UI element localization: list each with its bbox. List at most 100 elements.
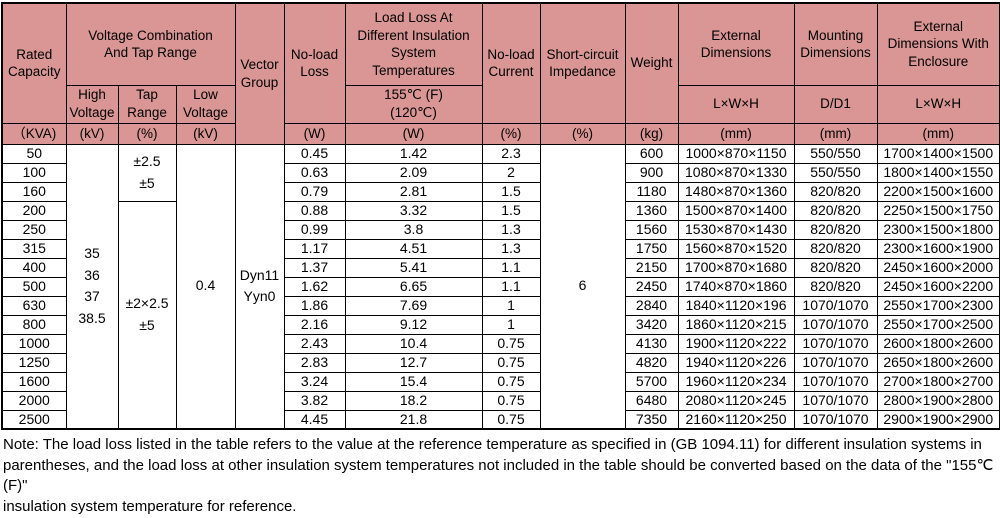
cell-weight: 2150 <box>624 257 679 278</box>
unit-external-dimensions-mm: (mm) <box>677 122 795 145</box>
cell-no-load-loss: 1.17 <box>283 238 346 259</box>
cell-no-load-current: 1 <box>481 314 541 335</box>
cell-rated-capacity: 1000 <box>1 333 67 354</box>
cell-no-load-current: 0.75 <box>481 409 541 430</box>
cell-no-load-loss: 0.99 <box>283 219 346 240</box>
cell-load-loss: 15.4 <box>344 371 483 392</box>
cell-rated-capacity: 400 <box>1 257 67 278</box>
cell-mounting-dimensions: 820/820 <box>793 200 878 221</box>
header-external-dimensions: External Dimensions <box>677 2 795 86</box>
cell-external-dimensions: 1840×1120×196 <box>677 295 795 316</box>
cell-external-dimensions: 1560×870×1520 <box>677 238 795 259</box>
cell-load-loss: 5.41 <box>344 257 483 278</box>
cell-mounting-dimensions: 820/820 <box>793 257 878 278</box>
header-vector-group: Vector Group <box>234 2 285 145</box>
cell-weight: 6480 <box>624 390 679 411</box>
cell-no-load-loss: 1.86 <box>283 295 346 316</box>
cell-no-load-loss: 3.82 <box>283 390 346 411</box>
cell-weight: 1180 <box>624 181 679 202</box>
header-no-load-loss: No-load Loss <box>283 2 346 124</box>
cell-mounting-dimensions: 820/820 <box>793 238 878 259</box>
cell-external-dimensions-with-enclosure: 2200×1500×1600 <box>876 181 1000 202</box>
cell-no-load-current: 1.3 <box>481 238 541 259</box>
unit-short-circuit-pct: (%) <box>539 122 626 145</box>
header-short-circuit-impedance: Short-circuit Impedance <box>539 2 626 124</box>
cell-no-load-loss: 1.37 <box>283 257 346 278</box>
table-row: 800 2.16 9.12 1 3420 1860×1120×215 1070/1070 25… <box>1 314 1000 335</box>
cell-external-dimensions: 1530×870×1430 <box>677 219 795 240</box>
cell-load-loss: 9.12 <box>344 314 483 335</box>
cell-vector-group: Dyn11 Yyn0 <box>234 143 285 430</box>
cell-weight: 1560 <box>624 219 679 240</box>
cell-load-loss: 3.32 <box>344 200 483 221</box>
table-row: 200 ±2×2.5 ±5 0.88 3.32 1.5 1360 1500×870×1400… <box>1 200 1000 430</box>
table-row: 1250 2.83 12.7 0.75 4820 1940×1120×226 1070/10… <box>1 352 1000 373</box>
cell-rated-capacity: 160 <box>1 181 67 202</box>
cell-external-dimensions-with-enclosure: 2700×1800×2700 <box>876 371 1000 392</box>
cell-no-load-loss: 2.83 <box>283 352 346 373</box>
header-voltage-combination: Voltage Combination And Tap Range <box>65 2 236 86</box>
table-row: 1000 2.43 10.4 0.75 4130 1900×1120×222 1070/10… <box>1 333 1000 354</box>
table-row: 400 1.37 5.41 1.1 2150 1700×870×1680 820/820 24… <box>1 257 1000 278</box>
cell-external-dimensions: 1080×870×1330 <box>677 162 795 183</box>
cell-external-dimensions-with-enclosure: 2250×1500×1750 <box>876 200 1000 221</box>
unit-high-voltage-kv: (kV) <box>65 122 119 145</box>
header-load-loss: Load Loss At Different Insulation System… <box>344 2 483 86</box>
cell-external-dimensions: 2080×1120×245 <box>677 390 795 411</box>
table-row: 100 0.63 2.09 2 900 1080×870×1330 550/550 1800×… <box>1 162 1000 183</box>
cell-rated-capacity: 630 <box>1 295 67 316</box>
transformer-spec-table: Rated Capacity Voltage Combination And T… <box>1 2 1000 430</box>
cell-low-voltage: 0.4 <box>175 143 236 430</box>
cell-mounting-dimensions: 1070/1070 <box>793 371 878 392</box>
cell-mounting-dimensions: 820/820 <box>793 276 878 297</box>
cell-no-load-current: 1.5 <box>481 181 541 202</box>
cell-mounting-dimensions: 1070/1070 <box>793 409 878 430</box>
unit-kva: （KVA) <box>1 122 67 145</box>
cell-high-voltage: 35 36 37 38.5 <box>65 143 119 430</box>
cell-external-dimensions-with-enclosure: 2300×1500×1800 <box>876 219 1000 240</box>
cell-tap-range-upper: ±2.5 ±5 <box>117 143 177 202</box>
cell-external-dimensions-with-enclosure: 2650×1800×2600 <box>876 352 1000 373</box>
cell-weight: 1360 <box>624 200 679 221</box>
cell-external-dimensions-with-enclosure: 1700×1400×1500 <box>876 143 1000 164</box>
cell-rated-capacity: 315 <box>1 238 67 259</box>
unit-tap-range-pct: (%) <box>117 122 177 145</box>
cell-no-load-loss: 2.16 <box>283 314 346 335</box>
cell-load-loss: 18.2 <box>344 390 483 411</box>
cell-mounting-dimensions: 820/820 <box>793 219 878 240</box>
cell-mounting-dimensions: 820/820 <box>793 181 878 202</box>
cell-mounting-dimensions: 1070/1070 <box>793 333 878 354</box>
header-rated-capacity: Rated Capacity <box>1 2 67 124</box>
cell-rated-capacity: 50 <box>1 143 67 164</box>
unit-low-voltage-kv: (kV) <box>175 122 236 145</box>
cell-external-dimensions-with-enclosure: 2600×1800×2600 <box>876 333 1000 354</box>
cell-weight: 2840 <box>624 295 679 316</box>
cell-no-load-loss: 4.45 <box>283 409 346 430</box>
cell-load-loss: 2.81 <box>344 181 483 202</box>
header-high-voltage: High Voltage <box>65 84 119 124</box>
cell-weight: 4130 <box>624 333 679 354</box>
cell-load-loss: 10.4 <box>344 333 483 354</box>
cell-weight: 1750 <box>624 238 679 259</box>
cell-no-load-current: 0.75 <box>481 352 541 373</box>
cell-mounting-dimensions: 550/550 <box>793 162 878 183</box>
cell-weight: 4820 <box>624 352 679 373</box>
cell-rated-capacity: 2500 <box>1 409 67 430</box>
table-row: 1600 3.24 15.4 0.75 5700 1960×1120×234 1070/10… <box>1 371 1000 392</box>
cell-load-loss: 21.8 <box>344 409 483 430</box>
cell-no-load-loss: 0.45 <box>283 143 346 164</box>
cell-no-load-current: 1 <box>481 295 541 316</box>
cell-load-loss: 2.09 <box>344 162 483 183</box>
cell-no-load-current: 0.75 <box>481 390 541 411</box>
cell-weight: 7350 <box>624 409 679 430</box>
cell-external-dimensions-with-enclosure: 2550×1700×2300 <box>876 295 1000 316</box>
cell-no-load-loss: 0.79 <box>283 181 346 202</box>
header-no-load-current: No-load Current <box>481 2 541 124</box>
cell-no-load-loss: 0.88 <box>283 200 346 221</box>
cell-rated-capacity: 2000 <box>1 390 67 411</box>
cell-rated-capacity: 800 <box>1 314 67 335</box>
header-external-dimensions-with-enclosure: External Dimensions With Enclosure <box>876 2 1000 86</box>
cell-no-load-current: 0.75 <box>481 371 541 392</box>
cell-external-dimensions: 1700×870×1680 <box>677 257 795 278</box>
cell-rated-capacity: 1600 <box>1 371 67 392</box>
